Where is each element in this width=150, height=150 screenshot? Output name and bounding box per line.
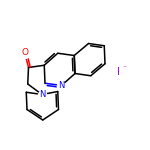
Text: ⁻: ⁻ — [123, 64, 126, 73]
Text: N: N — [39, 90, 45, 99]
Text: N: N — [58, 81, 65, 90]
Text: I: I — [117, 67, 120, 77]
Text: O: O — [21, 48, 28, 57]
